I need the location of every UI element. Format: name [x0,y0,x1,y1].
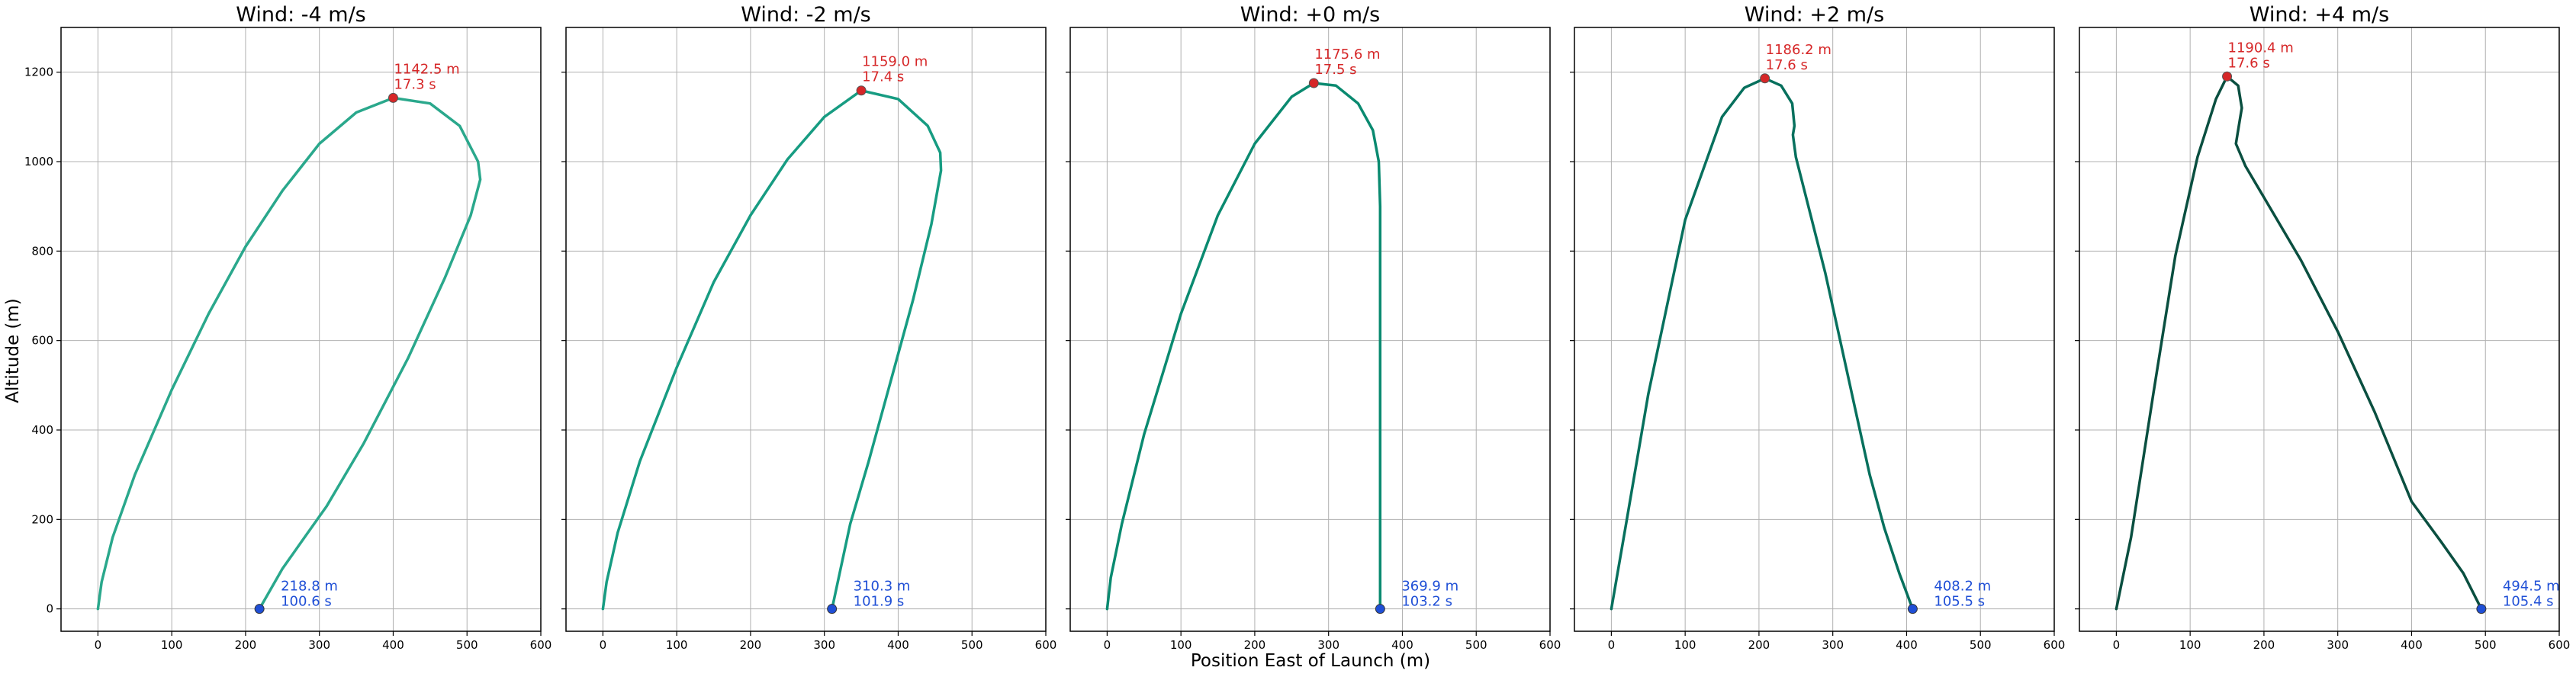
plot-frame [565,27,1047,632]
x-tick-label: 0 [2113,638,2121,652]
panel-title: Wind: -2 m/s [741,3,871,27]
apogee-time-label: 17.5 s [1314,62,1356,78]
x-tick-label: 600 [1539,638,1561,652]
x-tick-label: 100 [1170,638,1192,652]
x-tick-label: 500 [2475,638,2497,652]
landing-distance-label: 494.5 m [2503,579,2560,595]
panel-title: Wind: +2 m/s [1745,3,1884,27]
apogee-altitude-label: 1190.4 m [2228,40,2294,56]
y-tick-label: 0 [46,602,53,616]
x-tick-label: 300 [308,638,330,652]
trajectory-line [601,88,943,611]
landing-distance-label: 369.9 m [1401,579,1458,595]
x-tick-label: 400 [1896,638,1918,652]
y-tick-label: 600 [31,334,53,348]
x-tick-label: 100 [161,638,183,652]
apogee-marker [856,85,867,96]
landing-time-label: 101.9 s [854,594,905,610]
y-tick-label: 1200 [24,66,53,79]
landing-distance-label: 218.8 m [281,579,338,595]
x-tick-label: 200 [235,638,257,652]
plot-frame [1069,27,1551,632]
apogee-altitude-label: 1159.0 m [862,54,928,70]
trajectory-line [1610,77,1915,611]
chart-panel: Wind: -4 m/s 0 100 200 300 400 500 600 0 200 400 60… [24,3,552,652]
x-tick-label: 100 [2179,638,2201,652]
x-tick-label: 500 [1465,638,1487,652]
apogee-altitude-label: 1186.2 m [1766,42,1832,58]
x-tick-label: 400 [2401,638,2423,652]
y-tick-label: 800 [31,244,53,258]
apogee-time-label: 17.4 s [862,69,904,85]
x-tick-label: 200 [740,638,762,652]
x-tick-label: 600 [1035,638,1057,652]
x-tick-label: 300 [1822,638,1844,652]
landing-time-label: 105.4 s [2503,594,2554,610]
panel-title: Wind: +0 m/s [1240,3,1380,27]
apogee-marker [1760,73,1770,84]
landing-time-label: 105.5 s [1934,594,1985,610]
x-tick-label: 600 [2549,638,2571,652]
y-tick-label: 1000 [24,155,53,168]
trajectory-line [2115,75,2483,611]
x-axis-label: Position East of Launch (m) [1191,651,1430,671]
x-tick-label: 500 [1970,638,1992,652]
x-tick-label: 200 [1244,638,1266,652]
x-tick-label: 0 [1608,638,1616,652]
x-tick-label: 0 [1104,638,1111,652]
x-tick-label: 0 [600,638,607,652]
x-tick-label: 400 [382,638,404,652]
landing-time-label: 103.2 s [1401,594,1452,610]
x-tick-label: 0 [95,638,102,652]
landing-marker [1907,604,1918,614]
x-tick-label: 400 [1391,638,1413,652]
x-tick-label: 500 [456,638,478,652]
landing-marker [827,604,838,614]
x-tick-label: 300 [813,638,835,652]
y-tick-label: 400 [31,423,53,437]
x-tick-label: 300 [1317,638,1339,652]
y-axis-label: Altitude (m) [3,298,23,403]
x-tick-label: 200 [1748,638,1770,652]
landing-marker [254,604,265,614]
apogee-time-label: 17.6 s [2228,55,2270,71]
trajectory-line [96,96,482,611]
plot-frame [2079,27,2560,632]
landing-time-label: 100.6 s [281,594,332,610]
x-tick-label: 500 [961,638,983,652]
x-tick-label: 300 [2327,638,2349,652]
landing-distance-label: 408.2 m [1934,579,1991,595]
apogee-time-label: 17.3 s [394,76,436,92]
x-tick-label: 100 [1674,638,1696,652]
apogee-time-label: 17.6 s [1766,57,1808,73]
landing-distance-label: 310.3 m [854,579,911,595]
plot-frame [1574,27,2055,632]
landing-marker [1375,604,1385,614]
x-tick-label: 400 [887,638,909,652]
apogee-marker [388,92,398,103]
apogee-marker [1308,78,1319,88]
x-tick-label: 200 [2253,638,2275,652]
landing-marker [2476,604,2487,614]
x-tick-label: 600 [530,638,552,652]
apogee-marker [2222,71,2233,82]
y-tick-label: 200 [31,512,53,526]
apogee-altitude-label: 1175.6 m [1314,47,1380,63]
panel-title: Wind: +4 m/s [2250,3,2389,27]
x-tick-label: 100 [666,638,688,652]
apogee-altitude-label: 1142.5 m [394,61,459,77]
panel-title: Wind: -4 m/s [236,3,366,27]
trajectory-line [1105,82,1382,611]
plot-frame [60,27,542,632]
x-tick-label: 600 [2044,638,2066,652]
